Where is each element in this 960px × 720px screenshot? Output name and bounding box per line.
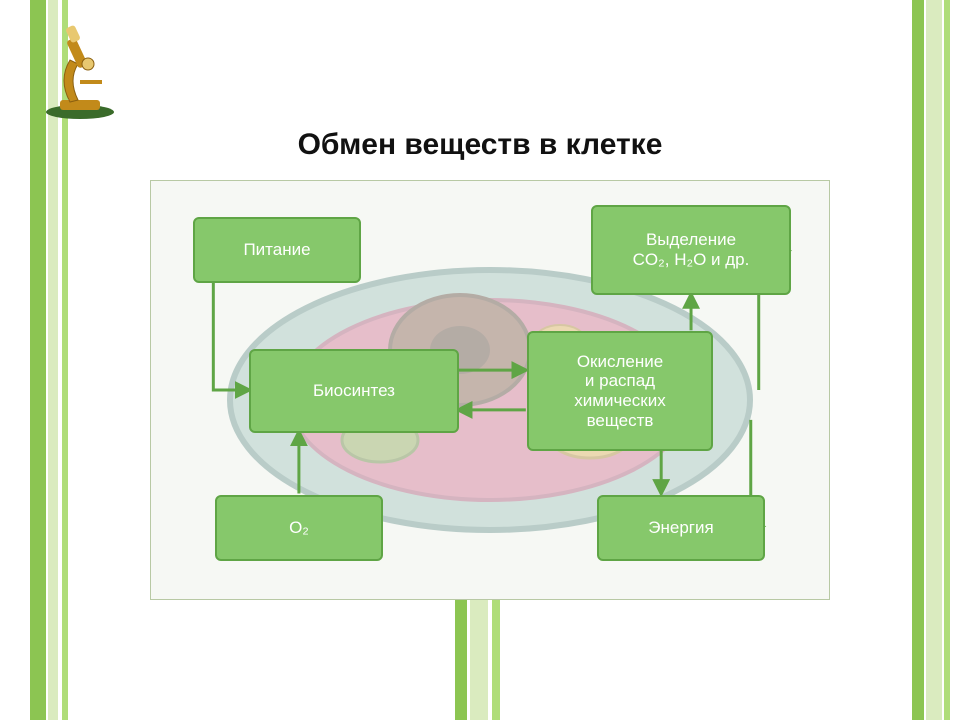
node-energy: Энергия: [597, 495, 765, 561]
node-nutrition: Питание: [193, 217, 361, 283]
stripe: [944, 0, 950, 720]
stripe: [470, 600, 488, 720]
node-excretion: Выделение CO₂, H₂O и др.: [591, 205, 791, 295]
stripe: [912, 0, 924, 720]
stripe: [455, 600, 467, 720]
stripe: [926, 0, 942, 720]
slide: Обмен веществ в клетке Питание Выделение …: [0, 0, 960, 720]
node-biosynth: Биосинтез: [249, 349, 459, 433]
stripe: [492, 600, 500, 720]
node-oxygen: O₂: [215, 495, 383, 561]
microscope-icon: [40, 20, 120, 120]
page-title: Обмен веществ в клетке: [0, 128, 960, 162]
node-oxidation: Окисление и распад химических веществ: [527, 331, 713, 451]
diagram-frame: Питание Выделение CO₂, H₂O и др. Биосинтез…: [150, 180, 830, 600]
